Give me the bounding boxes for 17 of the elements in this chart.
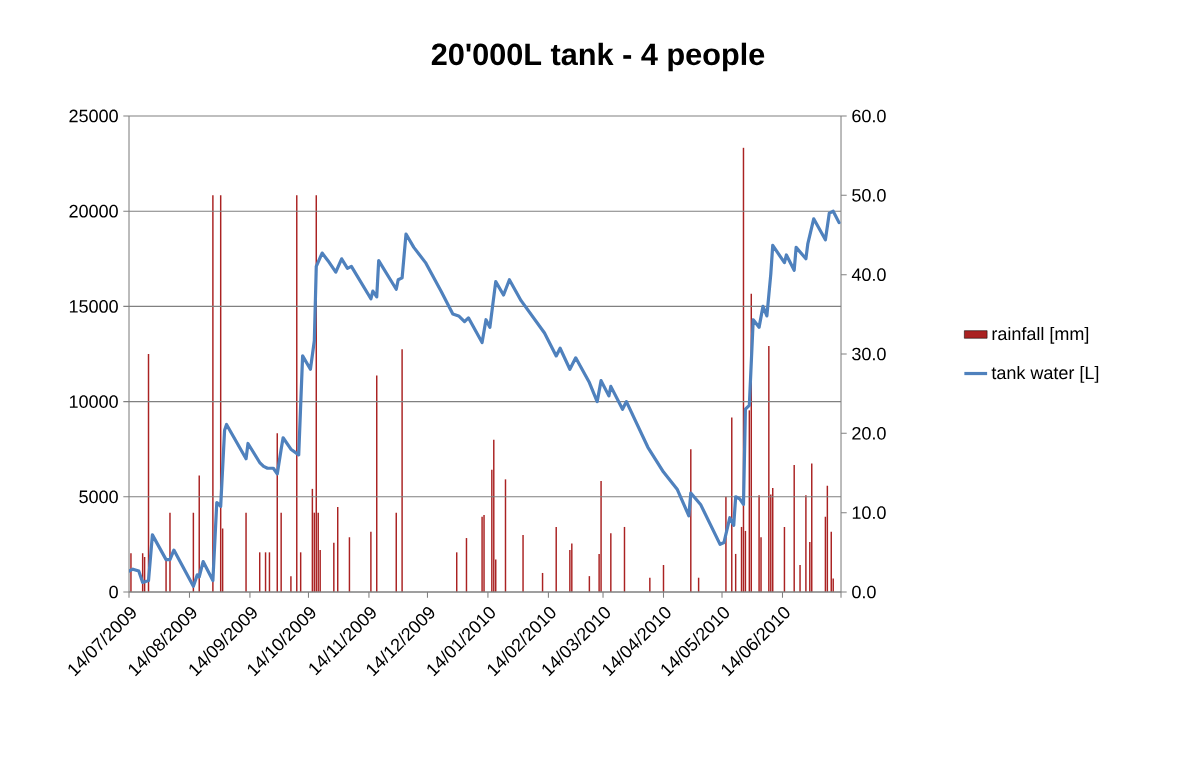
y2-tick-label: 10.0 (852, 506, 886, 520)
line-series (129, 209, 841, 588)
y-tick-label: 10000 (69, 395, 118, 408)
legend-label: rainfall [mm] (992, 326, 1089, 344)
y2-tick-label: 50.0 (852, 188, 886, 202)
y2-tick-label: 20.0 (852, 426, 886, 440)
y-tick-label: 0 (109, 585, 118, 599)
y-tick-label: 20000 (69, 204, 118, 218)
y2-tick-label: 40.0 (851, 268, 886, 282)
chart-title: 20'000L tank - 4 people (431, 42, 765, 72)
y-tick-label: 15000 (69, 300, 118, 313)
y-tick-label: 25000 (69, 109, 118, 123)
y2-tick-label: 60.0 (852, 109, 886, 123)
legend-label: tank water [L] (991, 365, 1099, 383)
y2-tick-label: 0.0 (852, 585, 876, 599)
y2-tick-label: 30.0 (852, 347, 886, 361)
y-tick-label: 5000 (79, 490, 118, 504)
